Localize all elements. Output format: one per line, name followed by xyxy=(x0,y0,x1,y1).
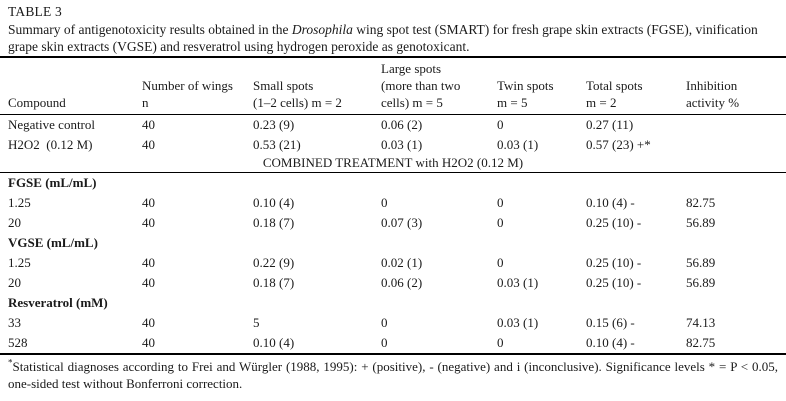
table-cell: 0 xyxy=(497,255,504,270)
table-cell: 82.75 xyxy=(686,335,716,350)
table-cell: 40 xyxy=(142,315,155,330)
table-cell: 528 xyxy=(8,335,28,350)
table-cell: 20 xyxy=(8,215,21,230)
table-cell: 33 xyxy=(8,315,21,330)
table-cell: 0.10 (4) - xyxy=(586,195,635,210)
table-cell: 0 xyxy=(497,215,504,230)
caption-text-part1: Summary of antigenotoxicity results obta… xyxy=(8,22,292,37)
table-row: 528 40 0.10 (4) 0 0 0.10 (4) - 82.75 xyxy=(0,333,786,353)
column-header-4: Large spots (more than two cells) m = 5 xyxy=(381,61,461,110)
table-cell: 0.18 (7) xyxy=(253,215,295,230)
combined-treatment-span-row: COMBINED TREATMENT with H2O2 (0.12 M) xyxy=(0,155,786,173)
table-cell: 0 xyxy=(381,315,388,330)
table-row: Negative control 40 0.23 (9) 0.06 (2) 0 0.27 … xyxy=(0,115,786,135)
table-row: H2O2 (0.12 M) 40 0.53 (21) 0.03 (1) 0.03 (1)… xyxy=(0,135,786,155)
table-body: Negative control 40 0.23 (9) 0.06 (2) 0 0.27 … xyxy=(0,115,786,355)
table-cell: 0 xyxy=(381,195,388,210)
table-row: 1.25 40 0.10 (4) 0 0 0.10 (4) - 82.75 xyxy=(0,193,786,213)
table-cell: 5 xyxy=(253,315,260,330)
table-cell: 0.25 (10) - xyxy=(586,255,642,270)
table-cell: 40 xyxy=(142,195,155,210)
table-cell: 0.03 (1) xyxy=(497,275,539,290)
table-cell: 56.89 xyxy=(686,255,716,270)
caption-italic-species: Drosophila xyxy=(291,22,353,37)
footnote-asterisk-marker: * xyxy=(8,357,13,368)
column-header-6: Total spots m = 2 xyxy=(586,78,643,110)
table-cell: 40 xyxy=(142,215,155,230)
table-cell: 0.18 (7) xyxy=(253,275,295,290)
table-number-label: TABLE 3 xyxy=(8,4,62,19)
table-cell: 0.03 (1) xyxy=(497,315,539,330)
table-cell: 56.89 xyxy=(686,275,716,290)
table-cell: 0.25 (10) - xyxy=(586,275,642,290)
table-cell: 0 xyxy=(381,335,388,350)
table-cell: 0.15 (6) - xyxy=(586,315,635,330)
table-row: 1.25 40 0.22 (9) 0.02 (1) 0 0.25 (10) - 56.89 xyxy=(0,253,786,273)
section-header-row: FGSE (mL/mL) xyxy=(8,175,97,190)
table-cell: 0.22 (9) xyxy=(253,255,295,270)
column-header-2: Number of wings n xyxy=(142,78,233,110)
table-cell: 40 xyxy=(142,335,155,350)
title-block: TABLE 3 Summary of antigenotoxicity resu… xyxy=(0,0,786,55)
table-cell: 0.53 (21) xyxy=(253,137,301,152)
section-header-row: Resveratrol (mM) xyxy=(8,295,108,310)
table-cell: 40 xyxy=(142,117,155,132)
table-cell: 1.25 xyxy=(8,255,31,270)
table-cell: 56.89 xyxy=(686,215,716,230)
table-cell: 0.03 (1) xyxy=(497,137,539,152)
table-cell: 0.06 (2) xyxy=(381,275,423,290)
table-cell: 40 xyxy=(142,137,155,152)
column-header-5: Twin spots m = 5 xyxy=(497,78,554,110)
table-cell xyxy=(686,135,778,155)
caption-text-part2: wing spot test (SMART) for fresh grape s… xyxy=(8,22,758,54)
table-cell: 0.57 (23) +* xyxy=(586,137,651,152)
table-cell: 0.10 (4) xyxy=(253,335,295,350)
table-cell: 0 xyxy=(497,195,504,210)
table-cell: 0.10 (4) xyxy=(253,195,295,210)
table-row: 33 40 5 0 0.03 (1) 0.15 (6) - 74.13 xyxy=(0,313,786,333)
table-row: 20 40 0.18 (7) 0.06 (2) 0.03 (1) 0.25 (10) - 5… xyxy=(0,273,786,293)
table-cell: 0.07 (3) xyxy=(381,215,423,230)
table-cell: 0.27 (11) xyxy=(586,117,634,132)
table-cell: 0 xyxy=(497,117,504,132)
table-cell xyxy=(686,115,778,135)
table-cell: 0.06 (2) xyxy=(381,117,423,132)
table-cell: 82.75 xyxy=(686,195,716,210)
column-header-7: Inhibition activity % xyxy=(686,78,740,110)
table-row: 20 40 0.18 (7) 0.07 (3) 0 0.25 (10) - 56.89 xyxy=(0,213,786,233)
table-footnote: *Statistical diagnoses according to Frei… xyxy=(0,355,786,392)
table-cell: 0 xyxy=(497,335,504,350)
table-cell: H2O2 (0.12 M) xyxy=(8,137,93,152)
column-header-3: Small spots (1–2 cells) m = 2 xyxy=(253,78,342,110)
section-header-row: VGSE (mL/mL) xyxy=(8,235,98,250)
table-cell: 40 xyxy=(142,275,155,290)
table-cell: 0.25 (10) - xyxy=(586,215,642,230)
table-cell: 74.13 xyxy=(686,315,716,330)
table-cell: 0.23 (9) xyxy=(253,117,295,132)
table-cell: 0.03 (1) xyxy=(381,137,423,152)
table-cell: Negative control xyxy=(8,117,95,132)
table-cell: 0.10 (4) - xyxy=(586,335,635,350)
table-cell: 20 xyxy=(8,275,21,290)
table-header-row: Compound Number of wings n Small spots (1–2 … xyxy=(0,56,786,115)
table-cell: 0.02 (1) xyxy=(381,255,423,270)
table-cell: 40 xyxy=(142,255,155,270)
table-caption: Summary of antigenotoxicity results obta… xyxy=(8,21,778,55)
footnote-text: Statistical diagnoses according to Frei … xyxy=(8,359,778,391)
column-header-1: Compound xyxy=(8,95,66,110)
table-cell: 1.25 xyxy=(8,195,31,210)
